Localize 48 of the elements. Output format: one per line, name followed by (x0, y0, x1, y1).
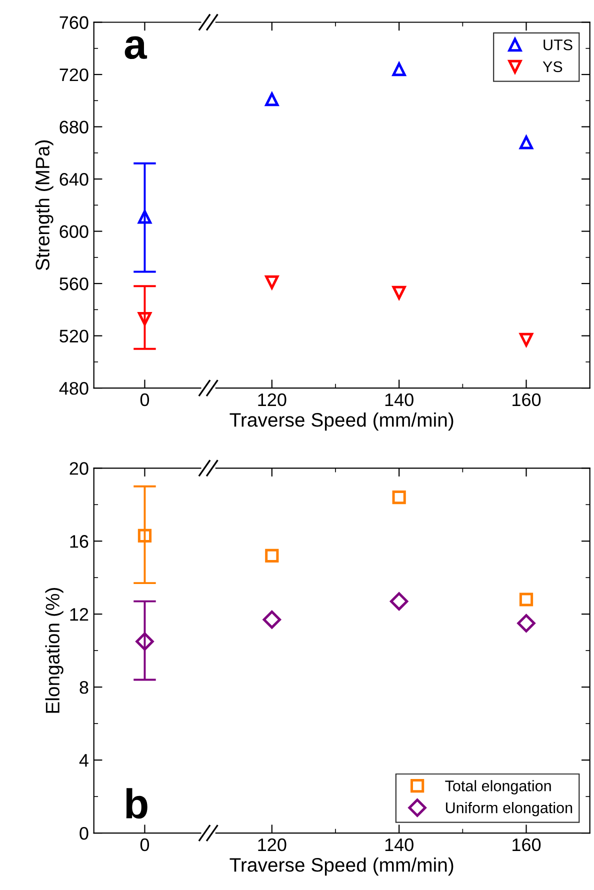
legend-label: YS (542, 61, 562, 72)
y-tick-label: 600 (60, 225, 88, 238)
legend-label: Total elongation (445, 780, 551, 794)
point (392, 62, 406, 76)
y-tick-label: 16 (70, 535, 88, 548)
y-tick-label: 520 (60, 330, 88, 343)
y-tick-label: 720 (60, 68, 88, 82)
point (138, 210, 152, 224)
x-tick-label: 160 (512, 838, 541, 852)
x-tick-label: 140 (385, 838, 414, 852)
annotation: b (126, 788, 148, 819)
point (136, 632, 154, 651)
point (138, 528, 152, 542)
point (138, 312, 152, 326)
y-axis-title: Strength (MPa) (35, 140, 54, 270)
y-tick-label: 20 (70, 462, 88, 475)
x-axis-title: Traverse Speed (mm/min) (230, 412, 454, 431)
y-tick-label: 8 (80, 681, 88, 694)
point (519, 592, 534, 606)
x-tick-label: 120 (258, 393, 286, 406)
y-tick-label: 12 (70, 608, 88, 621)
point (519, 136, 534, 150)
legend-label: Uniform elongation (446, 802, 572, 816)
y-tick-label: 640 (60, 172, 88, 186)
y-tick-label: 760 (60, 16, 88, 29)
x-tick-label: 0 (140, 393, 150, 406)
x-tick-label: 160 (512, 393, 541, 406)
x-tick-label: 120 (258, 838, 286, 852)
x-axis-title: Traverse Speed (mm/min) (230, 858, 454, 876)
point (265, 275, 279, 290)
y-tick-label: 560 (60, 277, 88, 290)
point (392, 286, 406, 300)
point (519, 332, 534, 347)
y-tick-label: 480 (59, 382, 88, 395)
point (265, 548, 279, 563)
point (517, 614, 536, 632)
legend-label: UTS (544, 39, 572, 50)
x-tick-label: 140 (385, 393, 414, 406)
annotation: a (124, 36, 148, 60)
y-tick-label: 0 (80, 826, 88, 840)
y-tick-label: 680 (60, 120, 88, 134)
point (265, 92, 279, 106)
point (390, 592, 408, 610)
point (262, 610, 282, 629)
point (392, 490, 406, 504)
y-axis-title: Elongation (%) (45, 588, 64, 713)
y-tick-label: 4 (79, 754, 88, 767)
x-tick-label: 0 (140, 838, 150, 852)
